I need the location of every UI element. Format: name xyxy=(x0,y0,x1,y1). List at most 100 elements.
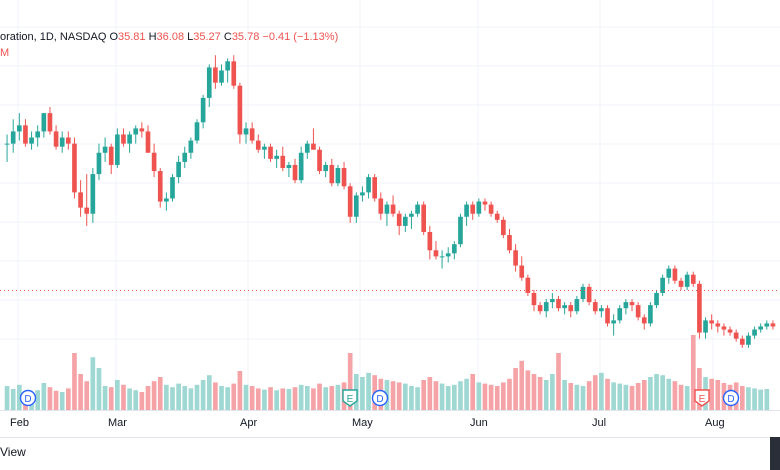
dividend-marker[interactable] xyxy=(19,389,37,407)
volume-bar xyxy=(421,380,427,410)
low-key: L xyxy=(187,31,194,43)
event-marker-label: D xyxy=(24,394,31,405)
volume-bar xyxy=(556,353,561,410)
volume-bar xyxy=(170,387,175,410)
volume-bar xyxy=(366,372,371,410)
event-marker-label: D xyxy=(376,394,383,405)
x-tick-label: Jul xyxy=(592,417,607,429)
candle-body xyxy=(415,204,420,214)
price-candles xyxy=(4,55,776,348)
candle-body xyxy=(586,286,592,303)
candle-body xyxy=(311,143,316,150)
candle-body xyxy=(16,125,22,132)
volume-bars xyxy=(4,335,770,410)
x-tick-label: Aug xyxy=(705,417,725,429)
volume-bar xyxy=(507,378,512,410)
volume-bar xyxy=(574,384,580,410)
candle-body xyxy=(654,292,659,306)
volume-bar xyxy=(562,380,567,410)
x-axis-line xyxy=(0,410,780,411)
candle-body xyxy=(157,171,163,202)
candle-body xyxy=(255,140,261,150)
dividend-marker[interactable] xyxy=(722,389,740,407)
volume-bar xyxy=(476,382,482,410)
indicator-legend: M xyxy=(0,47,10,59)
candle-body xyxy=(660,277,665,293)
volume-bar xyxy=(494,386,500,410)
volume-bar xyxy=(304,386,310,410)
volume-bar xyxy=(188,388,194,410)
candle-body xyxy=(170,177,175,199)
volume-bar xyxy=(360,377,365,410)
volume-bar xyxy=(525,370,531,410)
candle-body xyxy=(121,134,126,144)
volume-bar xyxy=(108,387,114,410)
volume-bar xyxy=(550,374,555,410)
candle-body xyxy=(550,299,555,303)
volume-bar xyxy=(409,386,414,410)
candle-body xyxy=(709,320,714,324)
candle-body xyxy=(59,137,65,147)
candle-body xyxy=(666,268,672,278)
candle-body xyxy=(151,152,157,172)
volume-bar xyxy=(764,389,770,410)
dividend-marker[interactable] xyxy=(371,389,389,407)
candle-body xyxy=(53,131,59,147)
earnings-marker[interactable] xyxy=(694,389,710,407)
earnings-marker[interactable] xyxy=(342,389,358,407)
candle-body xyxy=(127,134,132,144)
close-key: C xyxy=(223,31,232,43)
candle-body xyxy=(464,204,469,217)
candle-body xyxy=(739,338,745,345)
view-button[interactable]: View xyxy=(0,445,26,459)
candle-body xyxy=(433,250,439,257)
candle-body xyxy=(635,305,641,318)
candle-body xyxy=(225,61,230,71)
candle-body xyxy=(390,204,396,214)
candle-body xyxy=(268,146,273,159)
volume-bar xyxy=(623,384,629,410)
volume-bar xyxy=(611,382,616,410)
candle-body xyxy=(402,216,408,226)
bottom-divider xyxy=(0,437,780,438)
volume-bar xyxy=(323,387,328,410)
volume-bar xyxy=(243,384,249,410)
volume-bar xyxy=(164,384,169,410)
candle-body xyxy=(727,329,733,333)
candle-body xyxy=(672,268,678,281)
candle-body xyxy=(611,320,616,324)
volume-bar xyxy=(752,388,757,410)
volume-bar xyxy=(41,383,47,410)
volume-bar xyxy=(470,374,476,410)
candle-body xyxy=(96,152,102,175)
volume-bar xyxy=(617,383,623,410)
candle-body xyxy=(231,61,237,86)
volume-bar xyxy=(262,389,267,410)
candle-body xyxy=(733,332,739,339)
x-tick-label: May xyxy=(352,417,373,429)
candle-body xyxy=(304,143,310,153)
volume-bar xyxy=(311,388,316,410)
side-panel-tab[interactable] xyxy=(770,437,780,470)
candle-body xyxy=(29,137,34,144)
volume-bar xyxy=(121,384,126,410)
candle-body xyxy=(90,174,96,214)
candle-body xyxy=(115,134,120,165)
candle-body xyxy=(237,85,243,135)
volume-bar xyxy=(206,375,212,410)
candle-body xyxy=(372,177,378,199)
candle-body xyxy=(66,137,71,144)
volume-bar xyxy=(268,387,273,410)
volume-bar xyxy=(519,360,525,410)
candle-body xyxy=(78,192,83,208)
volume-bar xyxy=(501,382,506,410)
volume-bar xyxy=(133,390,139,410)
volume-bar xyxy=(35,390,41,410)
candle-body xyxy=(427,232,433,251)
candle-body xyxy=(525,277,531,293)
candle-body xyxy=(445,253,451,257)
volume-bar xyxy=(458,381,463,410)
candle-body xyxy=(35,131,41,138)
